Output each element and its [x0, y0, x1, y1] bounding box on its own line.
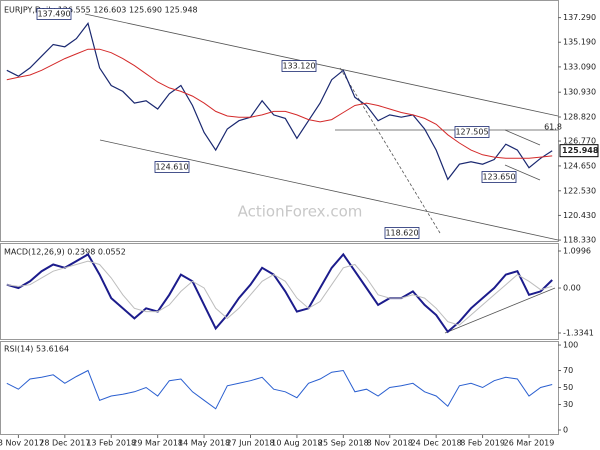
series-line [6, 252, 553, 334]
y-tick-label: 118.330 [563, 236, 596, 245]
x-tick-label: 26 Mar 2019 [504, 439, 555, 448]
projection-line [339, 67, 441, 234]
y-tick-label: 30 [563, 400, 573, 409]
x-tick-label: 10 Aug 2018 [271, 439, 322, 448]
x-tick-label: 8 Nov 2018 [367, 439, 413, 448]
annotation-box [36, 8, 72, 20]
series-line [6, 48, 553, 159]
wedge-top [504, 129, 541, 146]
x-tick-label: 13 Nov 2017 [0, 439, 44, 448]
watermark: ActionForex.com [238, 203, 363, 221]
y-tick-label: 100 [563, 341, 578, 350]
panel-title: MACD(12,26,9) 0.2398 0.0552 [4, 248, 126, 257]
series-line [6, 369, 553, 410]
y-tick-label: 135.190 [563, 38, 596, 47]
wedge-bottom [504, 164, 541, 181]
x-tick-label: 28 Dec 2017 [39, 439, 90, 448]
annotation: 127.505 [455, 128, 488, 137]
y-tick-label: 0 [563, 426, 568, 435]
y-tick-label: 128.820 [563, 112, 596, 121]
x-tick-label: 25 Sep 2018 [318, 439, 369, 448]
y-tick-label: 122.530 [563, 186, 596, 195]
annotation-box [454, 126, 490, 138]
x-tick-label: 8 Feb 2019 [460, 439, 505, 448]
y-tick-label: -1.3341 [563, 328, 594, 337]
y-tick-label: 120.430 [563, 211, 596, 220]
y-tick-label: 130.930 [563, 88, 596, 97]
panel-title: RSI(14) 53.6164 [4, 345, 69, 354]
annotation-box [154, 161, 190, 173]
x-tick-label: 13 Feb 2018 [86, 439, 136, 448]
annotation: 137.490 [37, 10, 70, 19]
last-price-box [559, 144, 599, 158]
y-tick-label: 1.0996 [563, 246, 591, 255]
y-tick-label: 50 [563, 383, 573, 392]
annotation: 124.610 [155, 163, 188, 172]
y-tick-label: 124.650 [563, 161, 596, 170]
y-tick-label: 70 [563, 366, 573, 375]
last-price-label: 125.948 [562, 146, 599, 155]
channel-top [84, 13, 559, 117]
annotation: 61.8 [544, 123, 562, 132]
panel-title: EURJPY,Daily 126.555 126.603 125.690 125… [4, 6, 198, 15]
price-panel [0, 0, 559, 242]
x-tick-label: 24 Dec 2018 [411, 439, 462, 448]
y-tick-label: 133.090 [563, 62, 596, 71]
y-tick-label: 137.290 [563, 13, 596, 22]
x-tick-label: 27 Jun 2018 [226, 439, 274, 448]
series-line [6, 260, 553, 326]
y-tick-label: 126.770 [563, 137, 596, 146]
macd-panel [0, 243, 559, 340]
annotation-box [481, 171, 517, 183]
annotation-box [384, 227, 420, 239]
x-tick-label: 14 May 2018 [178, 439, 230, 448]
annotation: 118.620 [385, 229, 418, 238]
series-line [6, 22, 553, 181]
annotation: 133.120 [282, 62, 315, 71]
channel-bottom [99, 139, 559, 241]
annotation-box [281, 60, 317, 72]
rsi-panel [0, 341, 559, 435]
y-tick-label: 0.00 [563, 284, 581, 293]
annotation: 123.650 [482, 173, 515, 182]
x-tick-label: 29 Mar 2018 [132, 439, 183, 448]
macd-trend [444, 287, 556, 334]
